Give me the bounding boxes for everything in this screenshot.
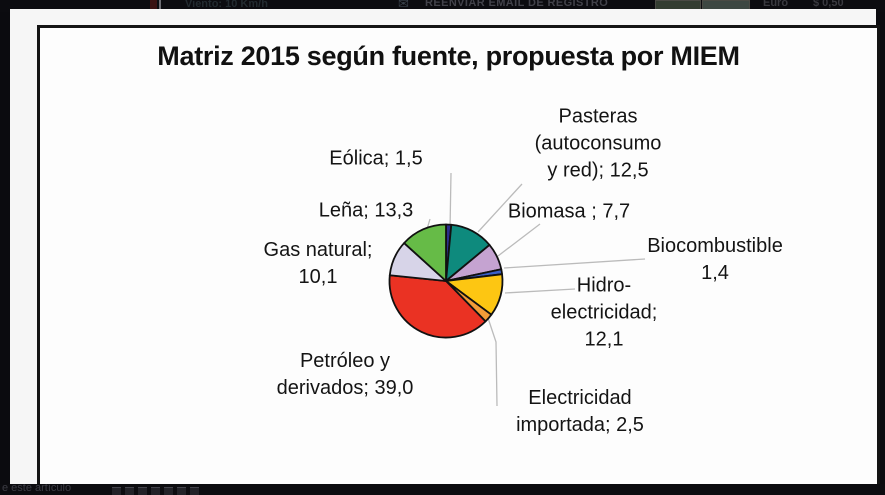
leader-line-3 bbox=[503, 258, 646, 269]
label-lena: Leña; 13,3 bbox=[318, 199, 414, 222]
weather-text: Viento: 10 Km/h bbox=[185, 0, 268, 10]
background-page-bottom: e este artículo bbox=[0, 484, 885, 495]
label-biocombustible: Biocombustible 1,4 bbox=[647, 235, 783, 284]
label-eolica: Eólica; 1,5 bbox=[329, 147, 423, 170]
label-pasteras: Pasteras (autoconsumo y red); 12,5 bbox=[534, 105, 662, 182]
background-square bbox=[190, 487, 199, 495]
background-square bbox=[164, 487, 173, 495]
article-text: e este artículo bbox=[2, 484, 72, 494]
email-envelope-icon: ✉ bbox=[398, 0, 409, 11]
background-square bbox=[151, 487, 160, 495]
background-square bbox=[112, 487, 121, 495]
background-accent-bar bbox=[150, 0, 157, 12]
price-label: $ 0,50 bbox=[813, 0, 844, 9]
label-electricidad-importada: Electricidad importada; 2,5 bbox=[516, 387, 644, 436]
background-square bbox=[177, 487, 186, 495]
pie-slice-le-a bbox=[403, 223, 447, 282]
background-divider bbox=[159, 0, 161, 12]
background-square bbox=[125, 487, 134, 495]
leader-line-5 bbox=[487, 317, 498, 407]
reenviar-email-button[interactable]: REENVIAR EMAIL DE REGISTRO bbox=[425, 0, 609, 9]
label-gas-natural: Gas natural; 10,1 bbox=[263, 239, 373, 288]
leader-line-2 bbox=[497, 223, 541, 257]
background-square bbox=[138, 487, 147, 495]
leader-line-0 bbox=[449, 172, 452, 231]
leader-line-4 bbox=[504, 288, 576, 294]
chart-title: Matriz 2015 según fuente, propuesta por … bbox=[157, 41, 740, 71]
label-petroleo: Petróleo y derivados; 39,0 bbox=[276, 350, 414, 399]
label-hidroelectricidad: Hidro- electricidad; 12,1 bbox=[550, 274, 658, 351]
chart-image[interactable] bbox=[10, 9, 880, 488]
label-biomasa: Biomasa ; 7,7 bbox=[507, 200, 631, 223]
euro-label: Euro bbox=[763, 0, 789, 9]
pie-slice-petr-leo-y-derivados bbox=[388, 274, 487, 339]
leader-line-1 bbox=[477, 183, 523, 233]
